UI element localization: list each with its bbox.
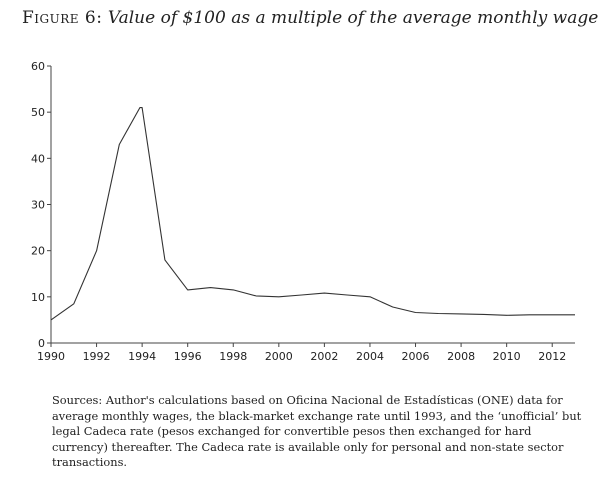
y-tick-label: 10 bbox=[31, 291, 45, 304]
x-tick-label: 1992 bbox=[83, 350, 111, 363]
x-tick-label: 2008 bbox=[447, 350, 475, 363]
x-axis-ticks: 1990 1992 1994 1996 1998 2000 2002 2004 2006 2008… bbox=[37, 343, 566, 363]
y-tick-label: 60 bbox=[31, 60, 45, 73]
x-tick-label: 1994 bbox=[128, 350, 156, 363]
y-tick-label: 0 bbox=[38, 337, 45, 350]
figure-title: Figure 6: Value of $100 as a multiple of… bbox=[22, 8, 598, 28]
series-group bbox=[50, 107, 575, 321]
figure-label: Figure 6: bbox=[22, 8, 103, 28]
x-tick-label: 2010 bbox=[493, 350, 521, 363]
x-tick-label: 2000 bbox=[265, 350, 293, 363]
x-tick-label: 2004 bbox=[356, 350, 384, 363]
x-tick-label: 1990 bbox=[37, 350, 65, 363]
x-tick-label: 1998 bbox=[219, 350, 247, 363]
y-axis-ticks: 0 10 20 30 40 50 60 bbox=[31, 60, 51, 350]
y-tick-label: 50 bbox=[31, 106, 45, 119]
x-tick-label: 2006 bbox=[402, 350, 430, 363]
figure-title-text: Value of $100 as a multiple of the avera… bbox=[107, 8, 599, 28]
x-tick-label: 2002 bbox=[310, 350, 338, 363]
sources-note: Sources: Author's calculations based on … bbox=[52, 393, 582, 469]
axes bbox=[50, 66, 575, 344]
y-tick-label: 20 bbox=[31, 245, 45, 258]
series-line bbox=[50, 107, 575, 321]
y-tick-label: 40 bbox=[31, 152, 45, 165]
line-chart: 0 10 20 30 40 50 60 1990 1992 1994 1996 1998 2000 20… bbox=[31, 60, 575, 363]
x-tick-label: 1996 bbox=[174, 350, 202, 363]
x-tick-label: 2012 bbox=[538, 350, 566, 363]
y-tick-label: 30 bbox=[31, 199, 45, 212]
